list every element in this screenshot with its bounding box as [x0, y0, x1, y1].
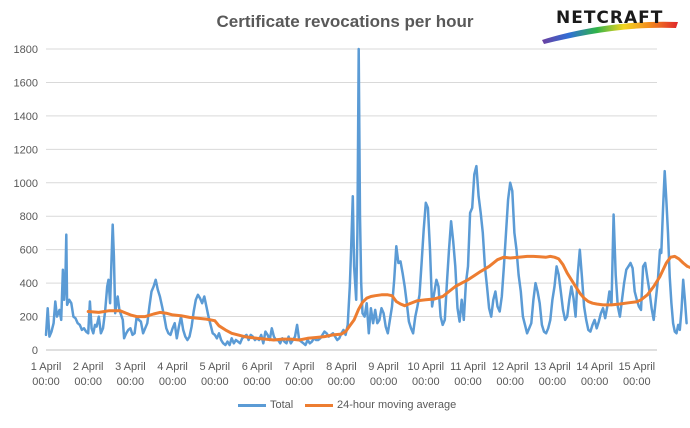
legend-item-total: Total [238, 399, 293, 411]
y-tick-label: 1600 [14, 77, 38, 89]
legend-label-total: Total [270, 399, 294, 411]
x-tick-label: 3 April 00:00 [115, 361, 146, 388]
chart-title: Certificate revocations per hour [216, 12, 474, 31]
legend: Total 24-hour moving average [0, 399, 690, 415]
y-axis-ticks: 0 200 400 600 800 1000 1200 1400 1600 1800 [14, 44, 38, 357]
series-lines [44, 47, 690, 347]
x-tick-label: 14 April 00:00 [576, 361, 613, 388]
y-tick-label: 0 [32, 345, 38, 357]
x-tick-label: 12 April 00:00 [492, 361, 529, 388]
x-tick-label: 8 April 00:00 [326, 361, 357, 388]
x-tick-label: 10 April 00:00 [407, 361, 444, 388]
y-tick-label: 400 [20, 278, 38, 290]
netcraft-logo: NETCRAFT [540, 6, 680, 44]
y-tick-label: 1800 [14, 44, 38, 56]
x-tick-label: 2 April 00:00 [73, 361, 104, 388]
y-tick-label: 200 [20, 312, 38, 324]
y-tick-label: 1200 [14, 144, 38, 156]
x-tick-label: 5 April 00:00 [200, 361, 231, 388]
x-tick-label: 1 April 00:00 [31, 361, 62, 388]
x-axis-ticks: 1 April 00:00 2 April 00:00 3 April 00:00 4 Ap… [31, 361, 655, 388]
x-tick-label: 7 April 00:00 [284, 361, 315, 388]
x-tick-label: 11 April 00:00 [450, 361, 486, 388]
series-line-moving-average [86, 254, 690, 342]
x-tick-label: 9 April 00:00 [368, 361, 399, 388]
legend-swatch-total [238, 403, 266, 407]
logo-swoosh [542, 21, 678, 44]
x-tick-label: 15 April 00:00 [618, 361, 655, 388]
y-tick-label: 1000 [14, 178, 38, 190]
logo-text: NETCRAFT [556, 8, 664, 28]
legend-item-moving-average: 24-hour moving average [305, 399, 456, 411]
y-tick-label: 1400 [14, 111, 38, 123]
x-tick-label: 6 April 00:00 [242, 361, 273, 388]
y-tick-label: 600 [20, 245, 38, 257]
x-tick-label: 4 April 00:00 [157, 361, 188, 388]
legend-swatch-moving-average [305, 403, 333, 407]
grid-lines [46, 48, 657, 351]
y-tick-label: 800 [20, 211, 38, 223]
legend-label-moving-average: 24-hour moving average [337, 399, 457, 411]
x-tick-label: 13 April 00:00 [534, 361, 571, 388]
series-line-total [44, 47, 688, 347]
